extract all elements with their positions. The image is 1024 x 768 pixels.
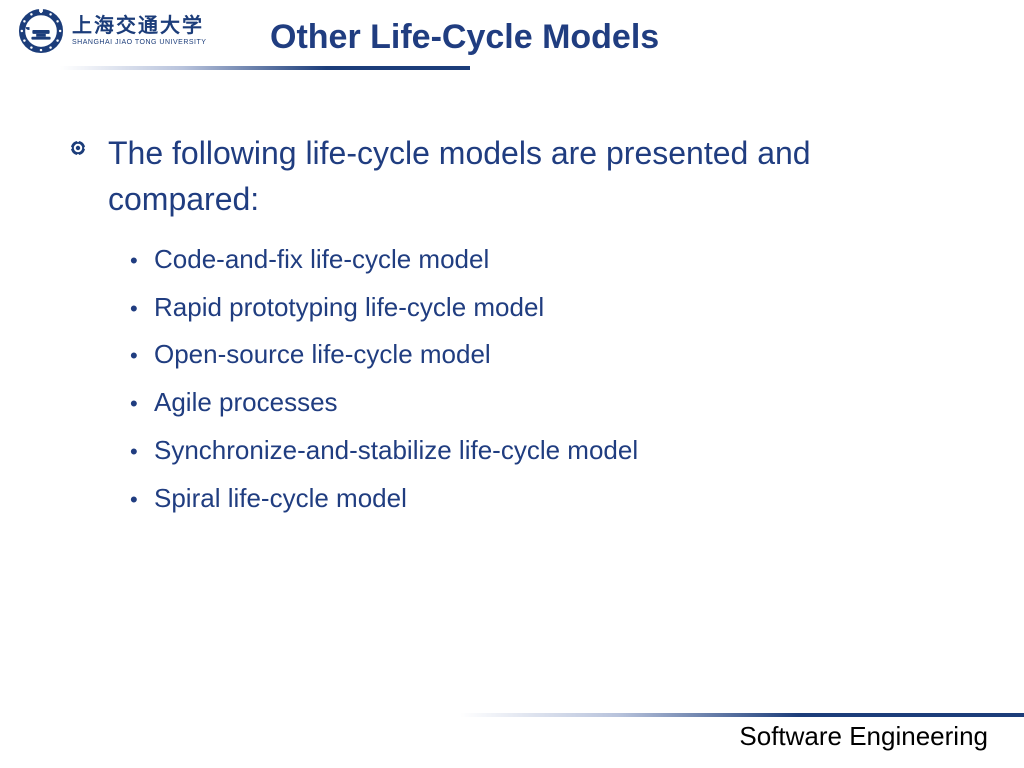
bullet-text: Agile processes — [154, 386, 338, 420]
university-seal-icon — [18, 8, 64, 54]
bullet-text: Rapid prototyping life-cycle model — [154, 291, 544, 325]
footer-label: Software Engineering — [739, 721, 988, 752]
list-item: • Rapid prototyping life-cycle model — [130, 291, 964, 325]
bullet-icon: • — [130, 386, 154, 417]
slide-header: 上海交通大学 SHANGHAI JIAO TONG UNIVERSITY Oth… — [0, 0, 1024, 75]
bullet-icon: • — [130, 482, 154, 513]
university-name: 上海交通大学 SHANGHAI JIAO TONG UNIVERSITY — [72, 16, 206, 46]
university-name-english: SHANGHAI JIAO TONG UNIVERSITY — [72, 39, 206, 46]
list-item: • Spiral life-cycle model — [130, 482, 964, 516]
bullet-icon: • — [130, 434, 154, 465]
gear-bullet-icon — [70, 130, 108, 223]
list-item: • Agile processes — [130, 386, 964, 420]
slide: 上海交通大学 SHANGHAI JIAO TONG UNIVERSITY Oth… — [0, 0, 1024, 768]
slide-content: The following life-cycle models are pres… — [70, 130, 964, 530]
list-item: • Open-source life-cycle model — [130, 338, 964, 372]
bullet-icon: • — [130, 338, 154, 369]
header-divider — [60, 66, 470, 70]
footer-divider — [460, 713, 1024, 717]
university-logo: 上海交通大学 SHANGHAI JIAO TONG UNIVERSITY — [18, 8, 206, 54]
lead-item: The following life-cycle models are pres… — [70, 130, 964, 223]
bullet-text: Open-source life-cycle model — [154, 338, 491, 372]
list-item: • Synchronize-and-stabilize life-cycle m… — [130, 434, 964, 468]
bullet-text: Spiral life-cycle model — [154, 482, 407, 516]
list-item: • Code-and-fix life-cycle model — [130, 243, 964, 277]
lead-text: The following life-cycle models are pres… — [108, 130, 964, 223]
slide-title: Other Life-Cycle Models — [270, 18, 659, 57]
university-name-chinese: 上海交通大学 — [72, 16, 206, 36]
bullet-icon: • — [130, 243, 154, 274]
bullet-text: Code-and-fix life-cycle model — [154, 243, 489, 277]
bullet-text: Synchronize-and-stabilize life-cycle mod… — [154, 434, 638, 468]
bullet-icon: • — [130, 291, 154, 322]
bullet-list: • Code-and-fix life-cycle model • Rapid … — [130, 243, 964, 516]
